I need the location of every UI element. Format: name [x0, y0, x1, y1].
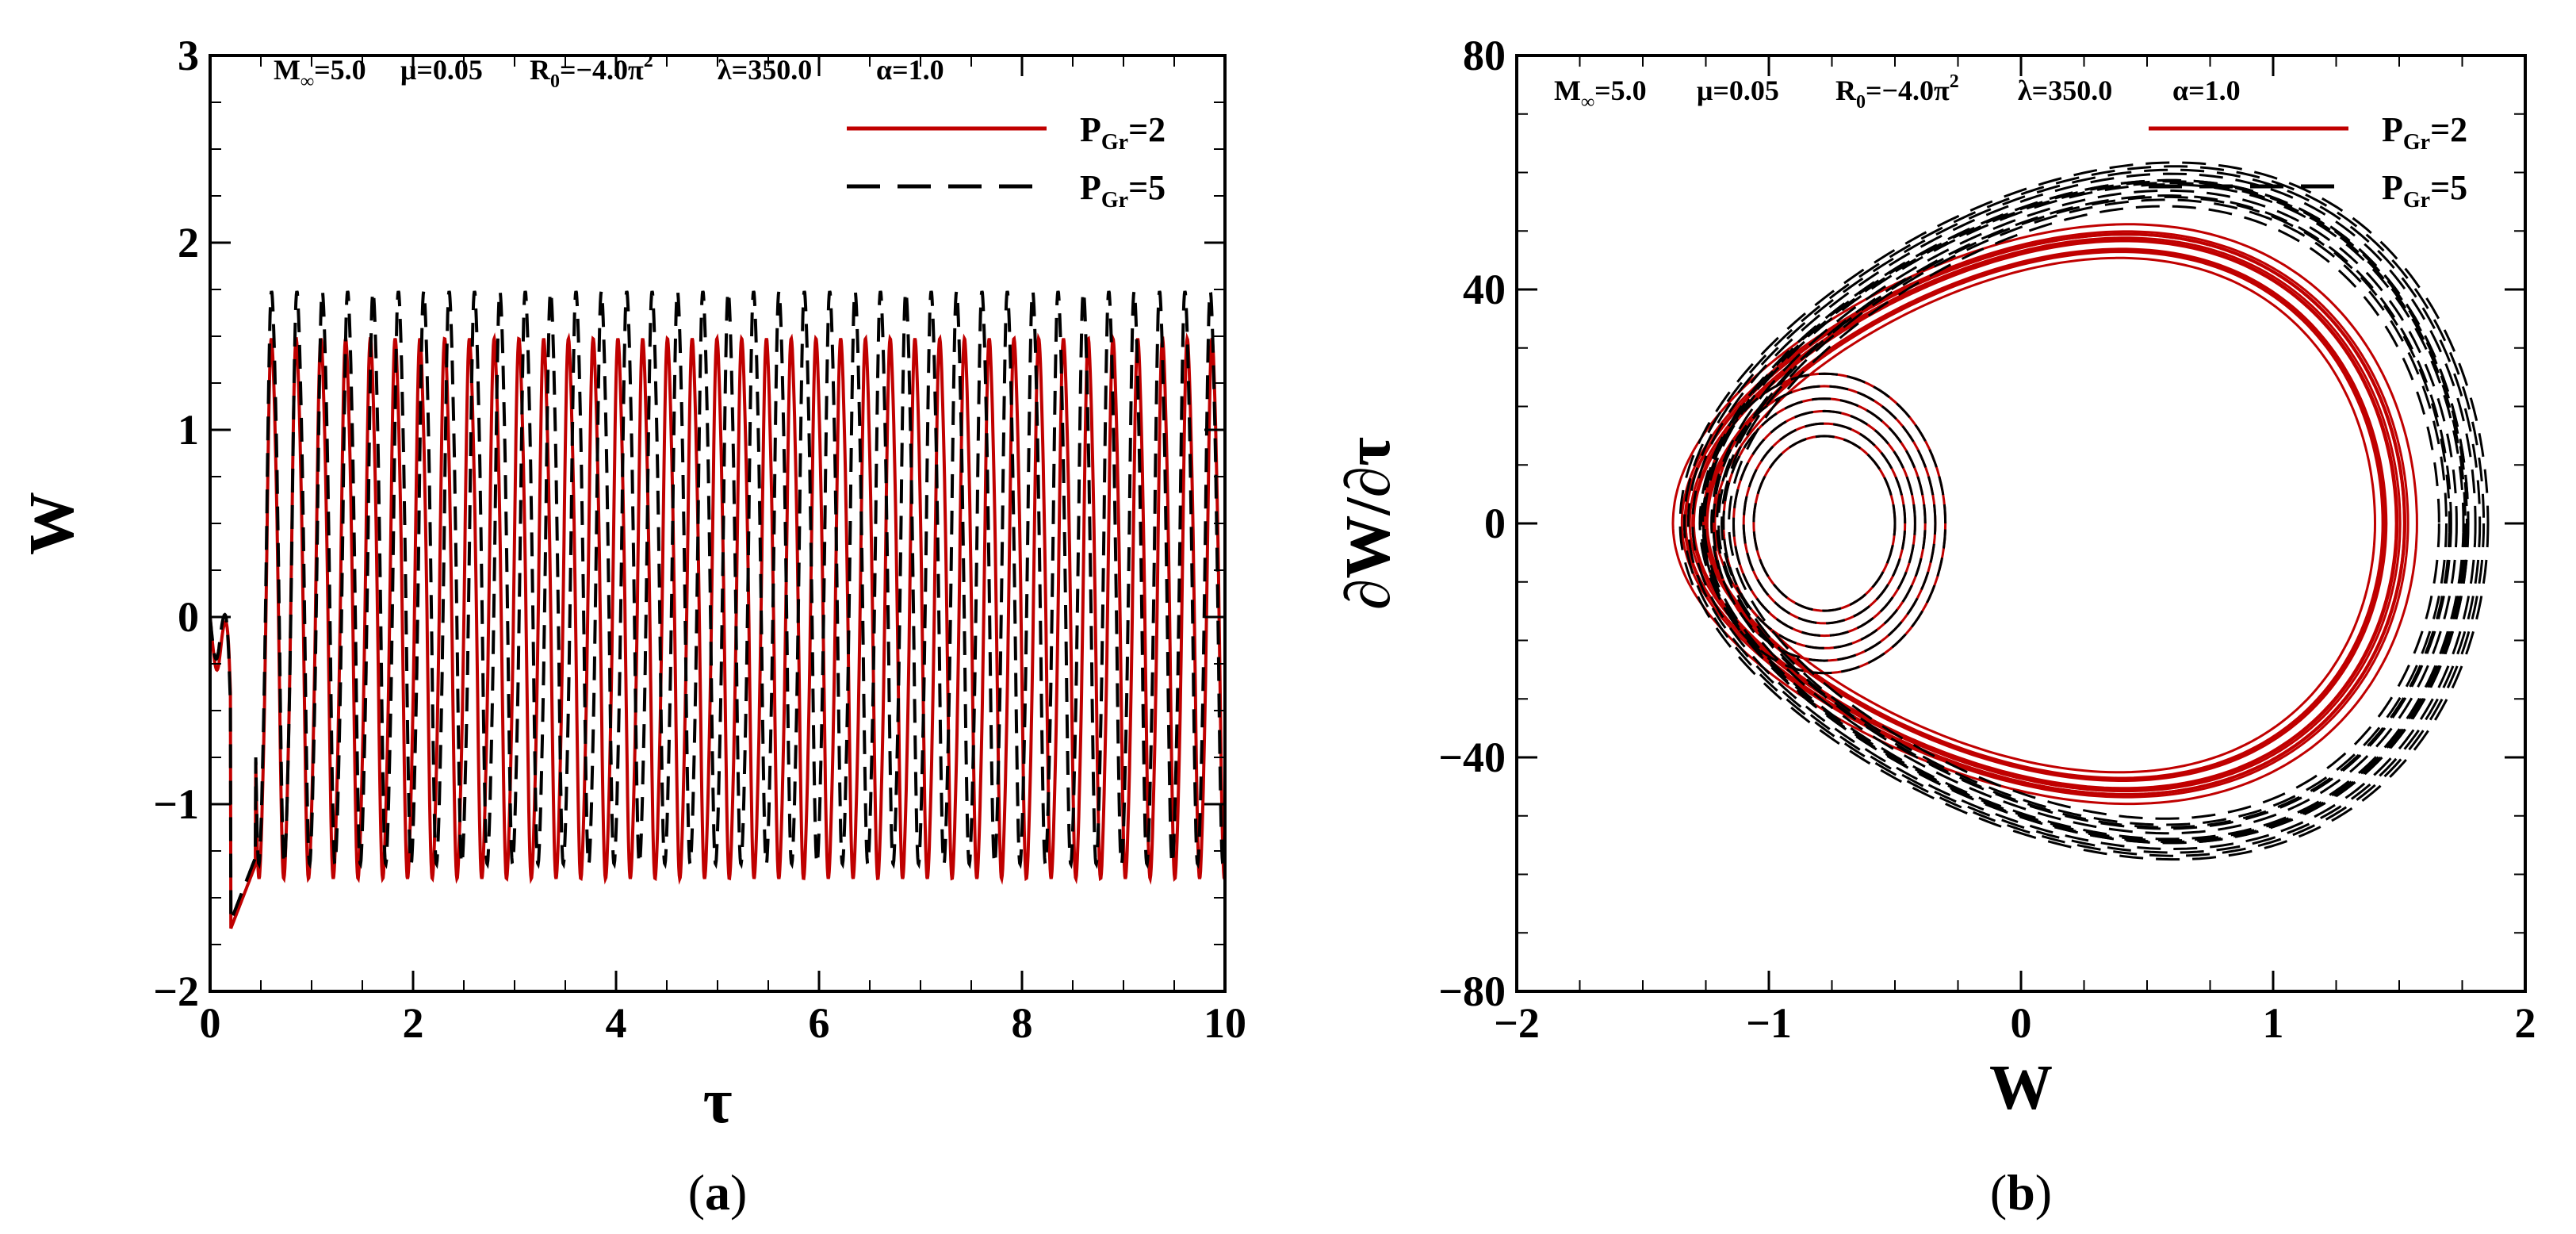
x-tick-label: 8 [1012, 999, 1033, 1047]
panel-b-label: (b) [1990, 1164, 2052, 1221]
panel-b-series-loop [1682, 165, 2486, 857]
panel-b-param-mu: μ=0.05 [1697, 75, 1779, 106]
x-tick-label: −1 [1746, 999, 1792, 1047]
y-tick-label: −40 [1438, 734, 1506, 781]
y-tick-label: −1 [153, 780, 199, 828]
panel-a-x-axis-label: τ [703, 1067, 733, 1136]
panel-b-ticks: −2 −1 0 1 2 −80 −40 0 40 80 [1438, 32, 2536, 1047]
panel-a-param-r0: R0=−4.0π2 [530, 51, 653, 92]
panel-b-series-loop [1688, 236, 2402, 793]
panel-b-series-loop [1710, 189, 2458, 835]
y-tick-label: 1 [178, 406, 199, 454]
panel-a-label: (a) [688, 1164, 748, 1221]
y-tick-label: −2 [153, 968, 199, 1015]
panel-b-curves [1671, 161, 2490, 861]
panel-b-param-alpha: α=1.0 [2172, 75, 2241, 106]
panel-b-series-loop [1686, 168, 2482, 854]
y-tick-label: 2 [178, 219, 199, 266]
panel-b-series-loop [1684, 233, 2406, 796]
panel-a-curves [209, 290, 1227, 929]
x-tick-label: 0 [200, 999, 221, 1047]
x-tick-label: 4 [606, 999, 627, 1047]
panel-b-inner-spiral [1732, 409, 1916, 638]
panel-b-series-loop [1680, 230, 2409, 799]
panel-a-param-lambda: λ=350.0 [718, 54, 812, 86]
panel-b-x-axis-label: W [1989, 1053, 2053, 1123]
panel-a-param-alpha: α=1.0 [876, 54, 944, 86]
panel-b-inner-spiral [1742, 422, 1907, 625]
x-tick-label: 2 [403, 999, 424, 1047]
panel-b-inner-spiral [1701, 372, 1947, 675]
panel-a-series-line [209, 331, 1227, 929]
y-tick-label: 3 [178, 32, 199, 79]
panel-b-series-loop [1691, 172, 2477, 851]
panel-a-param-mu: μ=0.05 [400, 54, 483, 86]
y-tick-label: 0 [178, 593, 199, 641]
panel-b-series-loop [1703, 183, 2465, 841]
panel-a-legend-label-pgr2: PGr=2 [1080, 110, 1166, 155]
panel-b-legend-label-pgr2: PGr=2 [2382, 110, 2467, 155]
panel-b-y-axis-label: ∂W/∂τ [1334, 437, 1403, 610]
panel-b-param-lambda: λ=350.0 [2018, 75, 2112, 106]
x-tick-label: 10 [1204, 999, 1246, 1047]
y-tick-label: −80 [1438, 968, 1506, 1015]
panel-b-series-loop [1703, 248, 2387, 781]
panel-b-series-loop [1698, 178, 2470, 845]
panel-b-series-loop [1720, 198, 2448, 826]
panel-b-series-loop [1705, 251, 2384, 780]
panel-a-frame [209, 54, 1227, 993]
panel-b-series-loop [1728, 205, 2440, 820]
panel-b-inner-spiral [1712, 385, 1937, 662]
panel-b-series-loop [1691, 238, 2399, 791]
x-tick-label: 1 [2263, 999, 2284, 1047]
panel-b-series-loop [1716, 194, 2452, 830]
panel-b-param-r0: R0=−4.0π2 [1835, 71, 1959, 113]
panel-a-param-mach: M∞=5.0 [274, 54, 366, 92]
panel-b-inner-spiral [1752, 435, 1897, 612]
y-tick-label: 80 [1463, 32, 1506, 79]
panel-b: −2 −1 0 1 2 −80 −40 0 40 80 M∞=5.0 μ=0.05 R0=−4.0… [1334, 32, 2536, 1221]
panel-b-inner-spiral [1722, 397, 1927, 650]
panel-a-y-axis-label: W [17, 492, 87, 555]
panel-b-param-mach: M∞=5.0 [1554, 75, 1647, 113]
panel-b-series-loop [1713, 256, 2376, 774]
panel-b-series-loop [1671, 223, 2418, 806]
y-tick-label: 40 [1463, 266, 1506, 313]
panel-b-series-loop [1701, 182, 2467, 842]
x-tick-label: −2 [1494, 999, 1540, 1047]
x-tick-label: 0 [2011, 999, 2032, 1047]
panel-b-series-loop [1692, 240, 2398, 790]
y-tick-label: 0 [1484, 500, 1506, 547]
panel-b-frame [1515, 54, 2527, 993]
x-tick-label: 6 [809, 999, 830, 1047]
panel-a-legend-label-pgr5: PGr=5 [1080, 168, 1166, 213]
panel-b-series-loop [1678, 161, 2490, 861]
panel-a-series-line [209, 290, 1227, 922]
panel-b-legend-label-pgr5: PGr=5 [2382, 168, 2467, 213]
x-tick-label: 2 [2515, 999, 2536, 1047]
